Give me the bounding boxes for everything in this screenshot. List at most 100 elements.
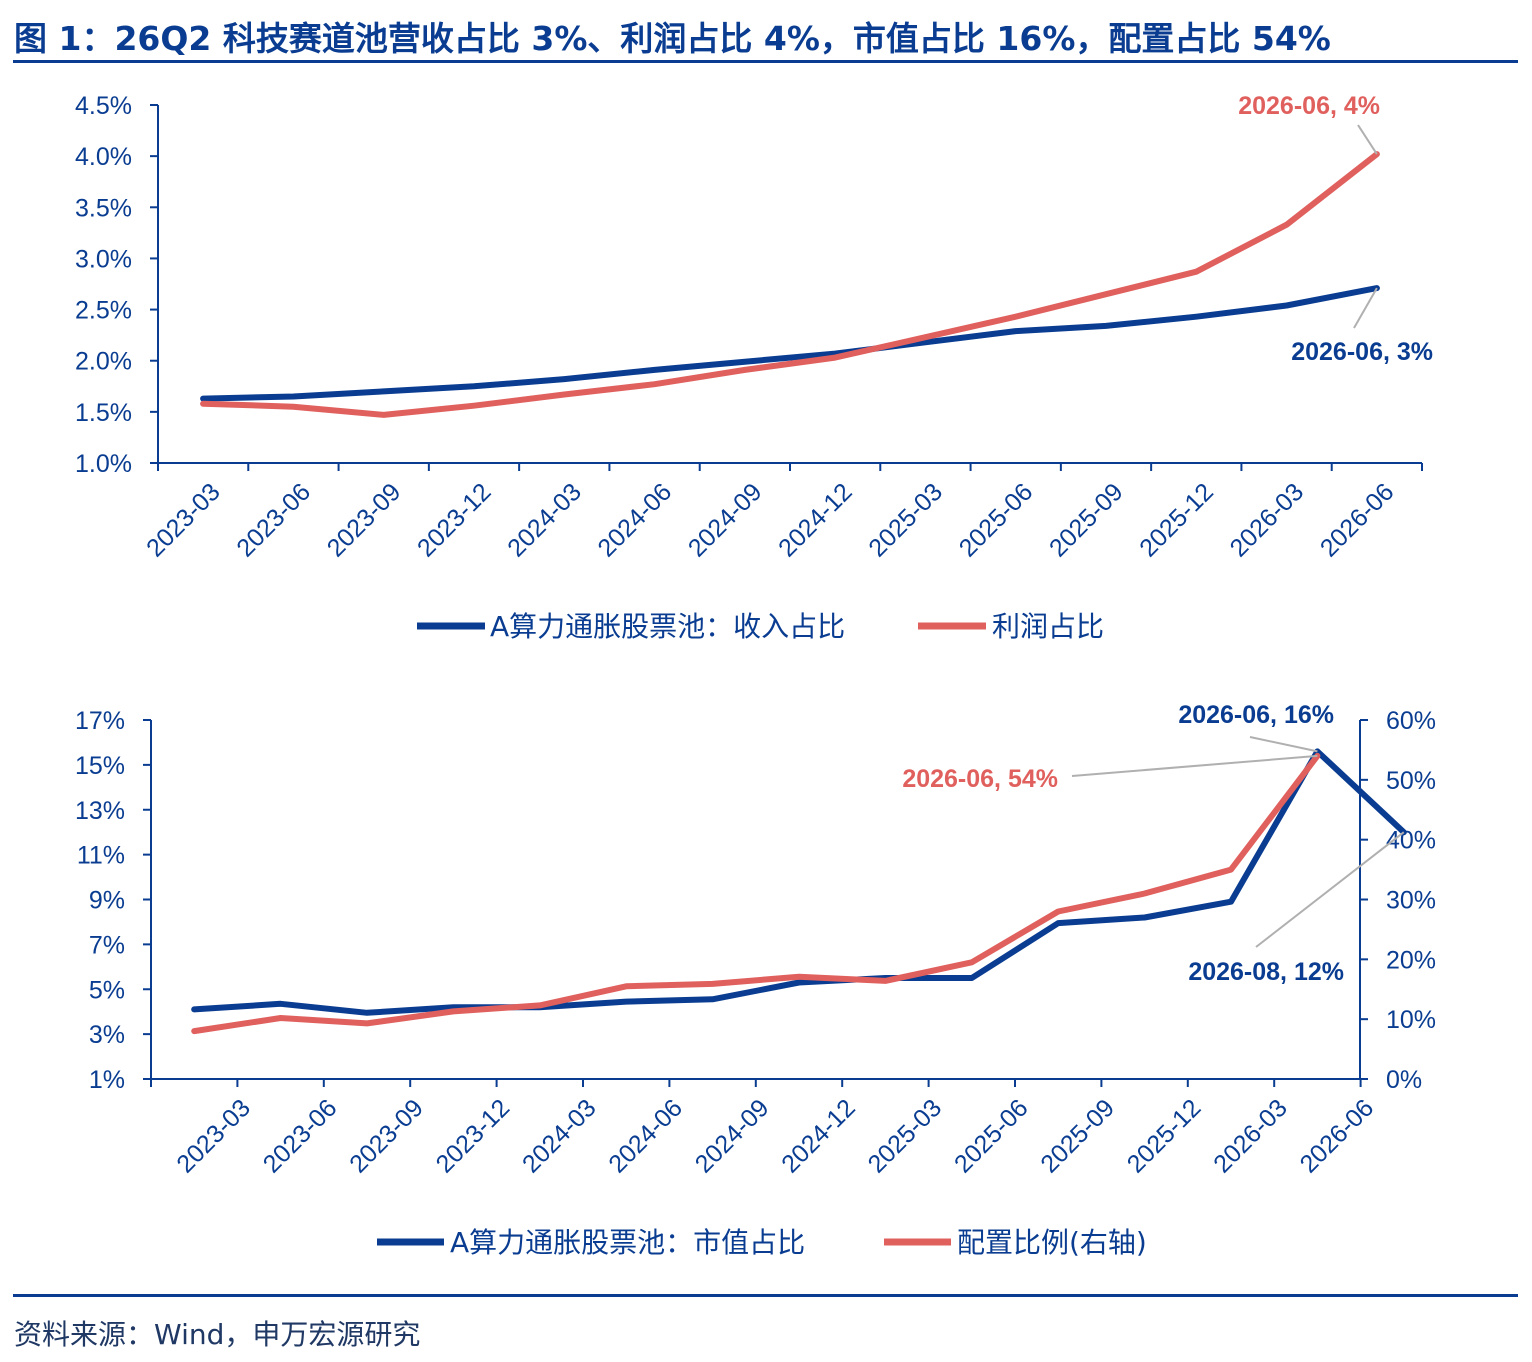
data-point [471,383,477,389]
data-point [652,367,658,373]
series-line- [191,752,1321,1035]
data-point [1284,222,1290,228]
y-tick-label: 4.5% [75,92,132,120]
source-rule [13,1294,1518,1297]
data-point [561,391,567,397]
x-tick-label: 2023-09 [344,1094,429,1179]
revenue-profit-share-chart: 1.0%1.5%2.0%2.5%3.0%3.5%4.0%4.5%2023-03 2… [75,92,1433,643]
annotation-leader-line [1249,736,1318,753]
data-point [623,983,629,989]
series-line- [200,151,1380,418]
data-point [1103,323,1109,329]
y-right-tick-label: 20% [1386,946,1436,974]
data-point [1228,899,1234,905]
y-right-tick-label: 0% [1386,1066,1422,1094]
data-point [191,1006,197,1012]
annotation-label: 2026-06, 54% [902,765,1058,793]
data-point [290,394,296,400]
y-right-tick-label: 50% [1386,767,1436,795]
series-line-a [200,285,1380,402]
data-point [381,388,387,394]
data-point [742,367,748,373]
x-tick-label: 2023-03 [171,1094,256,1179]
data-point [200,396,206,402]
legend-label: A算力通胀股票池：收入占比 [490,610,845,643]
data-point [1103,291,1109,297]
data-point [1284,302,1290,308]
source-note: 资料来源：Wind，申万宏源研究 [14,1318,421,1351]
y-tick-label: 2.5% [75,297,132,325]
data-point [922,334,928,340]
data-point [561,376,567,382]
annotation-leader-line [1071,754,1318,777]
x-tick-label: 2024-03 [517,1094,602,1179]
data-point [191,1028,197,1034]
annotation-label: 2026-06, 16% [1178,701,1334,729]
x-tick-label: 2023-06 [258,1094,343,1179]
legend-label: A算力通胀股票池：市值占比 [450,1226,805,1259]
x-tick-label: 2025-03 [863,1094,948,1179]
data-point [652,381,658,387]
data-point [1193,269,1199,275]
y-tick-label: 4.0% [75,143,132,171]
y-left-tick-label: 1% [89,1066,125,1094]
data-point [450,1008,456,1014]
x-tick-label: 2024-06 [603,1094,688,1179]
y-right-tick-label: 10% [1386,1006,1436,1034]
data-point [364,1010,370,1016]
data-point [710,981,716,987]
y-tick-label: 3.0% [75,245,132,273]
annotation-leader-line [1357,124,1378,155]
data-point [969,975,975,981]
data-point [796,980,802,986]
y-left-tick-label: 5% [89,976,125,1004]
x-tick-label: 2025-12 [1122,1094,1207,1179]
data-point [381,412,387,418]
x-tick-label: 2025-09 [1035,1094,1120,1179]
data-point [278,1015,284,1021]
x-tick-label: 2024-09 [690,1094,775,1179]
data-point [1013,328,1019,334]
data-point [1142,891,1148,897]
figure-title: 图 1：26Q2 科技赛道池营收占比 3%、利润占比 4%，市值占比 16%，配… [14,19,1331,58]
data-point [922,339,928,345]
data-point [290,404,296,410]
y-left-tick-label: 3% [89,1021,125,1049]
title-rule [13,60,1518,63]
annotation-label: 2026-06, 4% [1238,92,1380,120]
data-point [471,403,477,409]
data-point [796,974,802,980]
data-point [1228,867,1234,873]
data-point [278,1001,284,1007]
legend-label: 利润占比 [992,610,1104,643]
data-point [742,359,748,365]
x-tick-label: 2026-03 [1208,1094,1293,1179]
data-point [537,1002,543,1008]
data-point [364,1020,370,1026]
y-tick-label: 1.0% [75,450,132,478]
y-right-tick-label: 60% [1386,707,1436,735]
data-point [200,401,206,407]
data-point [1193,314,1199,320]
y-left-tick-label: 9% [89,887,125,915]
annotation-leader-line [1353,287,1378,329]
x-tick-label: 2024-12 [776,1094,861,1179]
y-tick-label: 3.5% [75,194,132,222]
y-left-tick-label: 13% [75,797,125,825]
x-tick-label: 2023-12 [431,1094,516,1179]
y-left-tick-label: 7% [89,931,125,959]
data-point [1142,914,1148,920]
y-left-tick-label: 11% [77,842,125,870]
y-tick-label: 2.0% [75,348,132,376]
legend-label: 配置比例(右轴) [957,1226,1147,1259]
y-tick-label: 1.5% [75,399,132,427]
y-left-tick-label: 17% [75,707,125,735]
x-tick-label: 2026-06 [1295,1094,1380,1179]
annotation-label: 2026-06, 3% [1291,338,1433,366]
y-left-tick-label: 15% [75,752,125,780]
data-point [710,996,716,1002]
data-point [832,355,838,361]
annotation-leader-line [1255,831,1405,948]
data-point [882,978,888,984]
x-tick-label: 2025-06 [949,1094,1034,1179]
